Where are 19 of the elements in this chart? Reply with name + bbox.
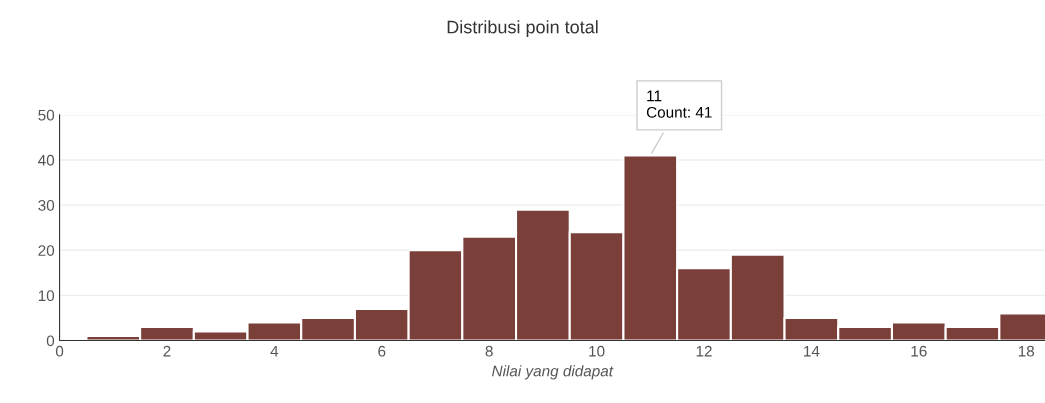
y-tick-label: 0 [46, 335, 55, 347]
y-tick-label: 50 [38, 109, 55, 121]
x-tick-label: 12 [696, 345, 712, 357]
x-tick-label: 8 [485, 345, 493, 357]
annotation: 11 Count: 41 [646, 90, 712, 118]
chart-title: Distribusi poin total [447, 20, 598, 37]
x-tick-label: 14 [804, 345, 820, 357]
y-tick-label: 20 [38, 245, 55, 256]
x-tick-label: 16 [911, 345, 927, 357]
y-tick-label: 40 [38, 154, 55, 166]
x-tick-label: 0 [55, 345, 64, 357]
x-tick-label: 18 [1018, 345, 1035, 357]
x-tick-label: 10 [589, 345, 605, 357]
y-tick-label: 10 [38, 290, 55, 302]
x-tick-label: 4 [270, 345, 279, 357]
x-tick-label: 6 [378, 345, 386, 357]
y-tick-label: 30 [38, 199, 55, 211]
x-tick-label: 2 [163, 345, 171, 357]
x-axis-title: Nilai yang didapat [492, 365, 614, 380]
